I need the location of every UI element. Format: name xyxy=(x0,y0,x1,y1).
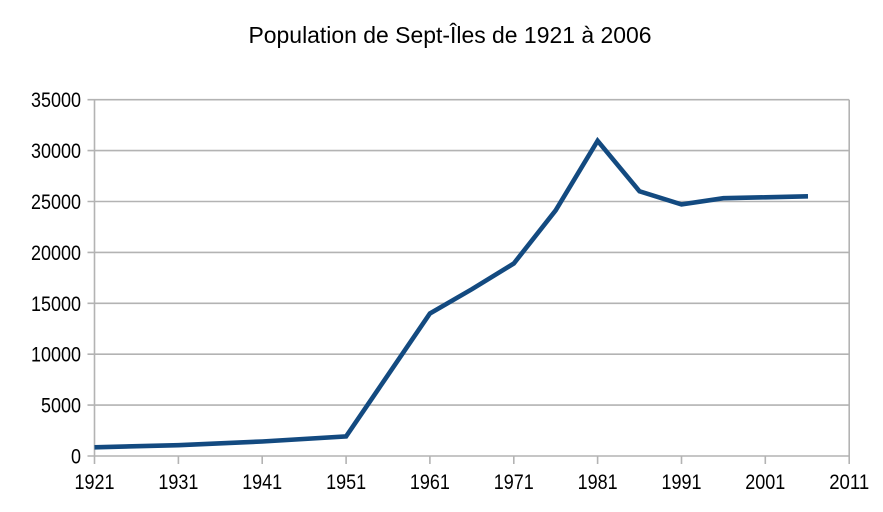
svg-text:2011: 2011 xyxy=(829,470,869,494)
svg-text:5000: 5000 xyxy=(41,394,81,418)
svg-text:15000: 15000 xyxy=(31,292,81,316)
svg-text:1921: 1921 xyxy=(75,470,115,494)
svg-text:2001: 2001 xyxy=(745,470,785,494)
svg-text:Population de Sept-Îles de 192: Population de Sept-Îles de 1921 à 2006 xyxy=(249,22,652,48)
svg-text:20000: 20000 xyxy=(31,241,81,265)
svg-text:1991: 1991 xyxy=(662,470,702,494)
svg-text:1951: 1951 xyxy=(326,470,366,494)
svg-text:30000: 30000 xyxy=(31,139,81,163)
svg-text:1931: 1931 xyxy=(158,470,198,494)
svg-text:1971: 1971 xyxy=(494,470,534,494)
svg-text:1941: 1941 xyxy=(242,470,282,494)
svg-text:0: 0 xyxy=(71,445,81,469)
svg-text:10000: 10000 xyxy=(31,343,81,367)
svg-text:1981: 1981 xyxy=(578,470,618,494)
svg-text:1961: 1961 xyxy=(410,470,450,494)
svg-text:25000: 25000 xyxy=(31,190,81,214)
svg-text:35000: 35000 xyxy=(31,88,81,112)
